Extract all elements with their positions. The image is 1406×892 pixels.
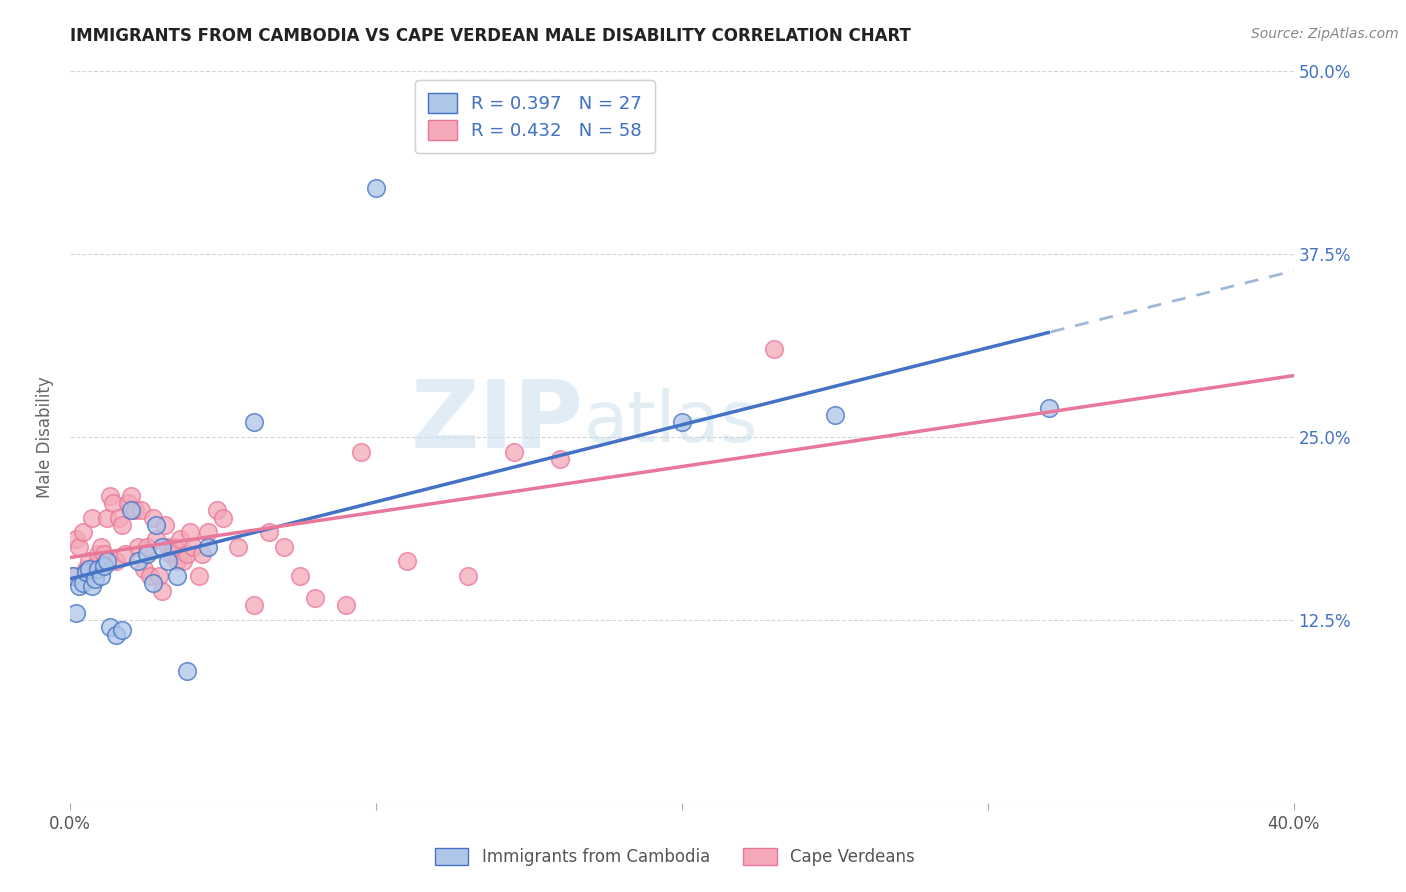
Point [142, 510, 165, 524]
Point [65, 606, 87, 620]
Point [127, 554, 149, 568]
Point [75, 562, 97, 576]
Point [176, 547, 198, 561]
Point [83, 572, 105, 586]
Point [96, 554, 118, 568]
Point [179, 525, 201, 540]
Point [129, 503, 152, 517]
Point [142, 576, 165, 591]
Point [72, 576, 94, 591]
Point [101, 496, 124, 510]
Point [228, 540, 250, 554]
Point [83, 558, 105, 573]
Point [671, 416, 693, 430]
Point [304, 591, 326, 605]
Point [172, 554, 194, 568]
Point [166, 554, 188, 568]
Point [160, 547, 183, 561]
Point [80, 510, 103, 524]
Point [124, 503, 146, 517]
Point [457, 569, 479, 583]
Point [98, 489, 121, 503]
Point [121, 503, 143, 517]
Point [62, 569, 84, 583]
Point [169, 533, 191, 547]
Point [335, 599, 357, 613]
Point [243, 416, 266, 430]
Point [127, 540, 149, 554]
Point [98, 620, 121, 634]
Point [163, 540, 186, 554]
Legend: R = 0.397   N = 27, R = 0.432   N = 58: R = 0.397 N = 27, R = 0.432 N = 58 [415, 80, 655, 153]
Point [824, 408, 846, 422]
Point [181, 540, 204, 554]
Point [197, 525, 219, 540]
Point [366, 181, 388, 195]
Point [1038, 401, 1060, 415]
Point [132, 562, 155, 576]
Point [105, 627, 128, 641]
Point [762, 343, 785, 357]
Point [80, 579, 103, 593]
Point [87, 562, 110, 576]
Point [69, 579, 91, 593]
Y-axis label: Male Disability: Male Disability [37, 376, 55, 498]
Point [69, 540, 91, 554]
Point [502, 444, 524, 458]
Point [77, 562, 100, 576]
Point [135, 547, 157, 561]
Point [176, 664, 198, 678]
Point [166, 569, 188, 583]
Point [139, 569, 162, 583]
Point [145, 517, 167, 532]
Point [257, 525, 280, 540]
Point [96, 510, 118, 524]
Point [150, 583, 173, 598]
Point [77, 554, 100, 568]
Point [72, 525, 94, 540]
Point [150, 540, 173, 554]
Point [114, 547, 136, 561]
Point [548, 452, 571, 467]
Point [111, 623, 134, 637]
Point [187, 569, 209, 583]
Point [157, 540, 180, 554]
Point [197, 540, 219, 554]
Point [117, 496, 139, 510]
Point [87, 547, 110, 561]
Point [111, 517, 134, 532]
Legend: Immigrants from Cambodia, Cape Verdeans: Immigrants from Cambodia, Cape Verdeans [426, 840, 924, 875]
Point [243, 599, 266, 613]
Point [121, 489, 143, 503]
Text: atlas: atlas [583, 388, 758, 457]
Point [135, 540, 157, 554]
Point [350, 444, 373, 458]
Point [153, 517, 176, 532]
Text: ZIP: ZIP [411, 376, 583, 468]
Text: IMMIGRANTS FROM CAMBODIA VS CAPE VERDEAN MALE DISABILITY CORRELATION CHART: IMMIGRANTS FROM CAMBODIA VS CAPE VERDEAN… [70, 27, 911, 45]
Point [93, 547, 115, 561]
Point [273, 540, 295, 554]
Point [93, 558, 115, 573]
Point [62, 569, 84, 583]
Point [148, 569, 170, 583]
Point [105, 554, 128, 568]
Point [145, 533, 167, 547]
Point [191, 547, 214, 561]
Point [212, 510, 235, 524]
Point [75, 565, 97, 579]
Point [90, 569, 112, 583]
Text: Source: ZipAtlas.com: Source: ZipAtlas.com [1251, 27, 1399, 41]
Point [108, 510, 131, 524]
Point [65, 533, 87, 547]
Point [90, 540, 112, 554]
Point [157, 554, 180, 568]
Point [288, 569, 311, 583]
Point [395, 554, 418, 568]
Point [205, 503, 228, 517]
